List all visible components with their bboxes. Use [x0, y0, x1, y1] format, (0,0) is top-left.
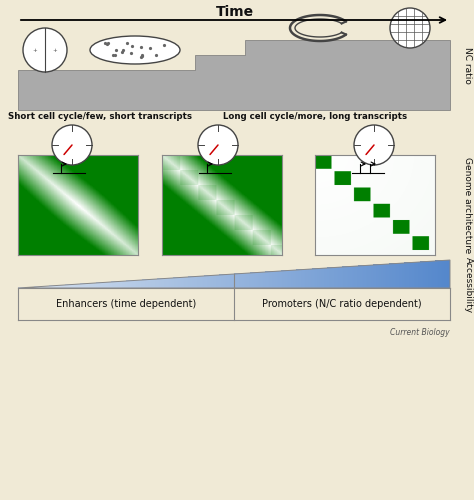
Text: Time: Time [216, 5, 254, 19]
Text: Genome architecture: Genome architecture [464, 157, 473, 253]
Text: +: + [53, 48, 57, 52]
Polygon shape [18, 40, 450, 110]
Text: Promoters (N/C ratio dependent): Promoters (N/C ratio dependent) [262, 299, 422, 309]
Text: Enhancers (time dependent): Enhancers (time dependent) [56, 299, 196, 309]
Text: Long cell cycle/more, long transcripts: Long cell cycle/more, long transcripts [223, 112, 407, 121]
Circle shape [52, 125, 92, 165]
Circle shape [390, 8, 430, 48]
Text: +: + [33, 48, 37, 52]
Circle shape [23, 28, 67, 72]
Text: Short cell cycle/few, short transcripts: Short cell cycle/few, short transcripts [8, 112, 192, 121]
Text: NC ratio: NC ratio [464, 46, 473, 84]
Ellipse shape [90, 36, 180, 64]
Circle shape [354, 125, 394, 165]
Text: Accessibility: Accessibility [464, 257, 473, 313]
Text: Current Biology: Current Biology [391, 328, 450, 337]
Circle shape [198, 125, 238, 165]
